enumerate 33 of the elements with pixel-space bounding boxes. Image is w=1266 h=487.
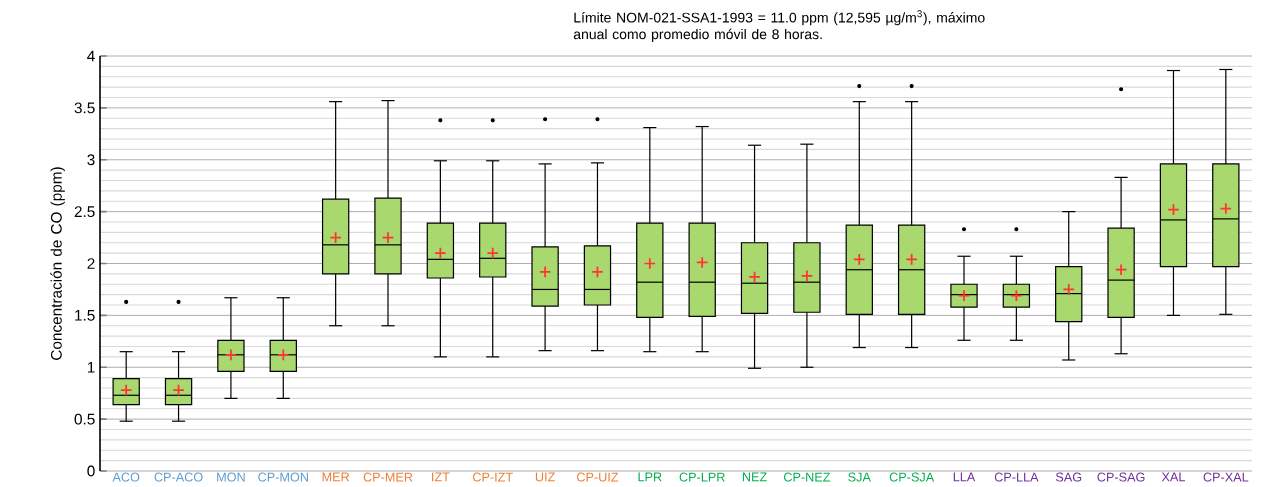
y-axis-title: Concentración de CO (ppm): [50, 167, 65, 360]
x-tick-label: CP-MER: [363, 472, 413, 482]
x-tick-label: CP-MON: [258, 472, 308, 482]
x-tick-label: UIZ: [535, 472, 555, 482]
x-tick-label: CP-UIZ: [577, 472, 619, 482]
y-tick-label: 1: [87, 361, 95, 373]
y-tick-label: 4: [87, 50, 95, 62]
y-tick-label: 2: [87, 258, 95, 269]
y-tick-label: 2.5: [74, 206, 95, 218]
x-tick-label: CP-SJA: [889, 472, 935, 482]
x-tick-label: MON: [217, 472, 245, 482]
text: Límite NOM-021-SSA1-1993 = 11.0 ppm (12,595 µg/m$^{3}$), máximo anual como promedio móvil de 8 horas.: [573, 10, 985, 42]
x-tick-label: NEZ: [742, 472, 767, 482]
x-tick-label: ACO: [112, 472, 140, 482]
y-tick-label: 0: [87, 465, 95, 477]
x-tick-label: SAG: [1055, 472, 1082, 482]
x-tick-label: CP-LLA: [994, 472, 1039, 482]
y-tick-label: 3: [87, 154, 95, 166]
x-tick-label: LPR: [638, 472, 662, 482]
x-tick-label: IZT: [432, 472, 450, 482]
y-tick-label: 3.5: [74, 102, 95, 114]
x-tick-label: XAL: [1161, 472, 1186, 482]
x-tick-label: MER: [322, 472, 350, 482]
x-tick-label: CP-XAL: [1203, 472, 1249, 482]
x-tick-label: LLA: [953, 472, 976, 482]
x-tick-label: CP-SAG: [1097, 472, 1145, 482]
y-tick-label: 1.5: [75, 310, 95, 321]
y-tick-label: 0.5: [74, 413, 95, 425]
x-tick-label: CP-ACO: [154, 472, 203, 482]
x-tick-label: SJA: [848, 472, 871, 482]
x-tick-label: CP-IZT: [472, 472, 513, 482]
x-tick-label: CP-NEZ: [783, 472, 831, 482]
x-tick-label: CP-LPR: [679, 472, 725, 482]
